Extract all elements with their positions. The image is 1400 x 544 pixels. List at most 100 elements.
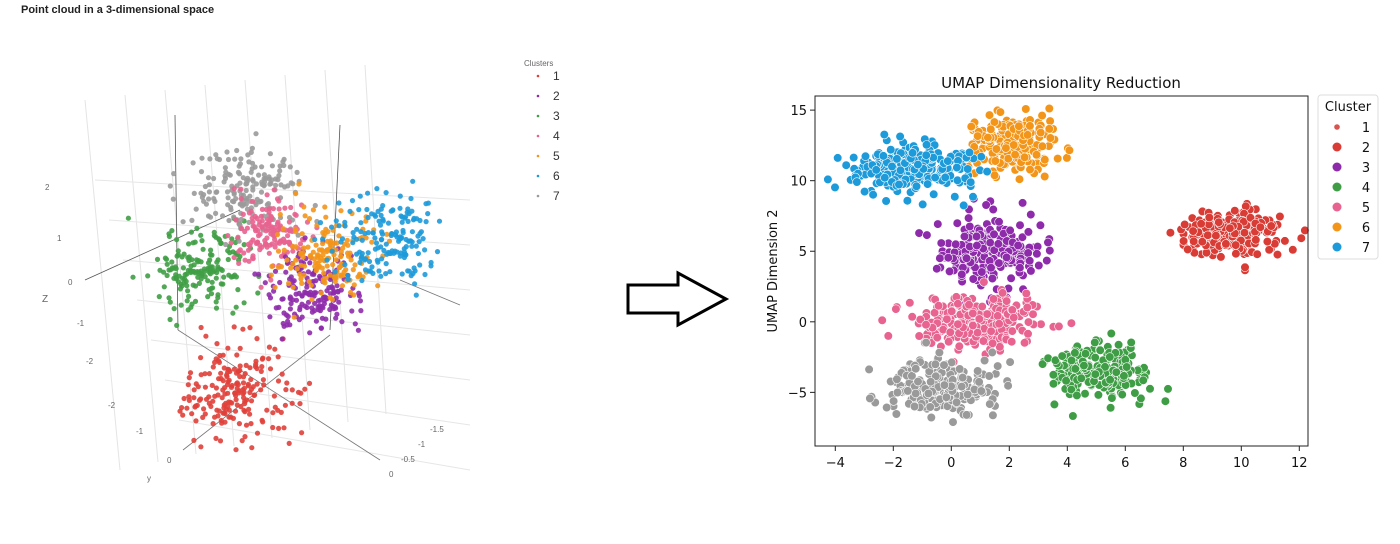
point-cluster-2 [1222,230,1232,240]
point-cluster-5 [968,306,978,316]
point-cluster-1 [209,382,215,388]
point-cluster-unlabeled [931,381,941,391]
point-cluster-6 [342,223,348,229]
point-cluster-2 [1245,213,1256,223]
point-cluster-5 [994,338,1005,348]
point-cluster-7 [273,176,279,182]
legend-item-4[interactable]: 4 [553,129,560,143]
point-cluster-7 [875,154,885,164]
point-cluster-6 [417,262,423,268]
point-cluster-unlabeled [943,381,953,391]
legend-item-6[interactable]: 6 [1362,221,1370,236]
point-cluster-4 [250,256,256,262]
point-cluster-7 [918,164,929,174]
legend-marker-icon [1332,222,1342,232]
point-cluster-unlabeled [912,388,922,398]
point-cluster-7 [213,152,219,158]
point-cluster-2 [1236,235,1246,246]
legend-item-5[interactable]: 5 [553,149,560,163]
point-cluster-6 [418,229,424,235]
point-cluster-7 [886,145,896,155]
point-cluster-5 [939,321,949,332]
x-tick-label: −4 [826,456,845,471]
legend-item-1[interactable]: 1 [553,69,560,83]
legend-item-7[interactable]: 7 [553,189,560,203]
point-cluster-7 [243,187,249,194]
grid-line [178,419,471,471]
point-cluster-3 [1022,252,1032,262]
point-cluster-7 [882,156,892,166]
point-cluster-5 [328,238,334,244]
point-cluster-1 [259,364,265,370]
point-cluster-1 [206,400,212,406]
point-cluster-5 [942,312,953,322]
point-cluster-7 [961,153,972,163]
point-cluster-2 [1255,221,1266,231]
legend-item-1[interactable]: 1 [1362,121,1370,136]
point-cluster-7 [947,151,957,161]
point-cluster-3 [932,264,942,274]
point-cluster-1 [295,389,302,395]
chart-title-3d: Point cloud in a 3-dimensional space [21,4,215,16]
point-cluster-unlabeled [930,359,941,369]
point-cluster-unlabeled [927,398,937,408]
point-cluster-5 [306,278,312,284]
point-cluster-4 [264,192,270,198]
point-cluster-2 [1228,233,1238,244]
legend-item-3[interactable]: 3 [553,109,560,123]
point-cluster-1 [216,376,222,382]
point-cluster-7 [276,173,282,179]
point-cluster-5 [974,309,984,319]
point-cluster-7 [933,175,944,185]
point-cluster-unlabeled [925,402,935,412]
point-cluster-4 [1090,353,1100,363]
point-cluster-2 [1229,224,1239,234]
point-cluster-unlabeled [955,391,966,401]
legend-item-7[interactable]: 7 [1362,241,1370,256]
legend-item-6[interactable]: 6 [553,169,560,183]
point-cluster-5 [968,319,979,329]
point-cluster-5 [966,323,976,333]
legend-item-5[interactable]: 5 [1362,201,1370,216]
legend-item-2[interactable]: 2 [1362,141,1370,156]
point-cluster-unlabeled [959,367,969,377]
point-cluster-2 [1213,213,1223,223]
point-cluster-7 [833,153,843,163]
z-tick: -1 [77,319,85,328]
point-cluster-3 [961,234,972,244]
point-cluster-7 [906,153,916,163]
point-cluster-5 [965,328,975,338]
point-cluster-4 [236,260,242,266]
point-cluster-2 [1222,225,1233,235]
legend-item-3[interactable]: 3 [1362,161,1370,176]
point-cluster-2 [1196,249,1207,259]
point-cluster-2 [1267,220,1277,230]
point-cluster-unlabeled [931,377,941,388]
point-cluster-5 [883,331,893,341]
legend-item-4[interactable]: 4 [1362,181,1370,196]
point-cluster-2 [1230,228,1240,239]
point-cluster-2 [1227,217,1237,227]
point-cluster-2 [1242,222,1252,233]
point-cluster-6 [375,245,381,251]
point-cluster-6 [425,211,431,217]
point-cluster-6 [988,166,998,176]
point-cluster-3 [241,242,247,248]
legend-item-2[interactable]: 2 [553,89,560,103]
point-cluster-2 [1205,227,1215,238]
point-cluster-2 [1239,218,1249,228]
point-cluster-4 [1123,345,1133,355]
point-cluster-7 [849,153,859,163]
point-cluster-2 [1209,230,1219,240]
point-cluster-5 [947,306,957,316]
point-cluster-unlabeled [944,385,954,395]
point-cluster-3 [1032,249,1042,259]
point-cluster-4 [258,284,264,290]
point-cluster-2 [1242,221,1252,231]
point-cluster-unlabeled [976,386,986,396]
3d-scatter-plot[interactable]: 2 1 0 -1 -2 Z -2 -1 0 y -1.5 -1 -0.5 0 C… [0,0,620,544]
point-cluster-4 [1067,368,1077,379]
point-cluster-2 [1201,223,1211,234]
point-cluster-6 [1063,143,1073,153]
point-cluster-5 [980,349,991,359]
